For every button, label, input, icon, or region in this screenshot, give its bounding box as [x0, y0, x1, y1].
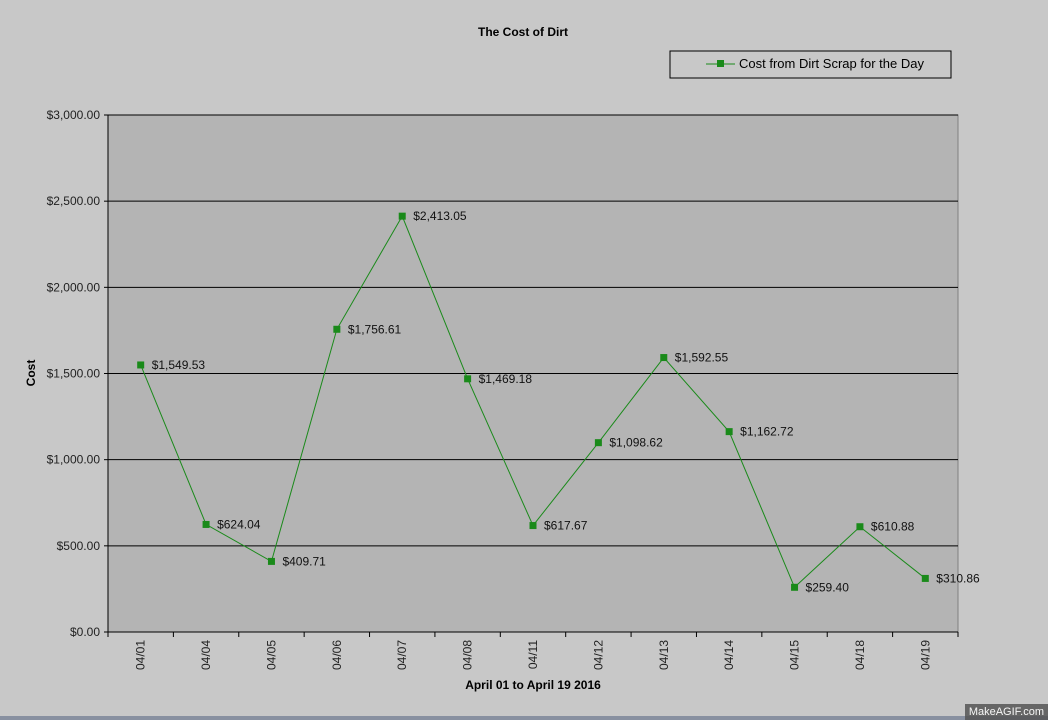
- data-label: $610.88: [871, 520, 915, 534]
- legend-marker: [717, 60, 724, 67]
- x-tick-label: 04/06: [330, 640, 344, 670]
- legend: Cost from Dirt Scrap for the Day: [669, 50, 952, 79]
- x-tick-label: 04/07: [395, 640, 409, 670]
- x-tick-label: 04/19: [918, 640, 932, 670]
- y-axis-title: Cost: [24, 360, 38, 387]
- data-point: [202, 520, 210, 528]
- data-label: $409.71: [282, 554, 326, 568]
- x-axis-title: April 01 to April 19 2016: [465, 678, 601, 692]
- watermark: MakeAGIF.com: [964, 704, 1048, 720]
- x-tick-label: 04/12: [591, 640, 605, 670]
- data-label: $1,549.53: [152, 358, 206, 372]
- data-label: $310.86: [936, 571, 980, 585]
- x-tick-label: 04/04: [199, 640, 213, 670]
- data-point: [921, 574, 929, 582]
- data-point: [333, 325, 341, 333]
- data-label: $259.40: [806, 580, 850, 594]
- x-tick-label: 04/05: [264, 640, 278, 670]
- y-tick-label: $500.00: [57, 539, 101, 553]
- data-point: [137, 361, 145, 369]
- chart-title: The Cost of Dirt: [478, 25, 568, 39]
- y-tick-label: $1,500.00: [47, 367, 101, 381]
- data-point: [267, 557, 275, 565]
- data-point: [660, 354, 668, 362]
- data-label: $617.67: [544, 519, 588, 533]
- data-label: $2,413.05: [413, 209, 467, 223]
- x-tick-label: 04/13: [657, 640, 671, 670]
- data-label: $1,162.72: [740, 425, 794, 439]
- data-point: [791, 583, 799, 591]
- x-tick-label: 04/18: [853, 640, 867, 670]
- data-point: [725, 428, 733, 436]
- data-point: [464, 375, 472, 383]
- data-label: $624.04: [217, 517, 261, 531]
- window-bottom-border: [0, 716, 1048, 720]
- data-label: $1,592.55: [675, 351, 729, 365]
- y-tick-label: $3,000.00: [47, 108, 101, 122]
- data-label: $1,098.62: [609, 436, 663, 450]
- data-label: $1,469.18: [479, 372, 533, 386]
- x-tick-label: 04/08: [461, 640, 475, 670]
- x-tick-label: 04/01: [134, 640, 148, 670]
- x-tick-label: 04/15: [788, 640, 802, 670]
- x-tick-label: 04/11: [526, 640, 540, 669]
- data-point: [529, 522, 537, 530]
- data-point: [398, 212, 406, 220]
- y-tick-label: $2,500.00: [47, 194, 101, 208]
- y-tick-label: $2,000.00: [47, 280, 101, 294]
- data-point: [594, 439, 602, 447]
- x-tick-label: 04/14: [722, 640, 736, 670]
- legend-label: Cost from Dirt Scrap for the Day: [739, 56, 924, 71]
- y-tick-label: $0.00: [70, 625, 100, 639]
- y-tick-label: $1,000.00: [47, 453, 101, 467]
- data-label: $1,756.61: [348, 322, 402, 336]
- data-point: [856, 523, 864, 531]
